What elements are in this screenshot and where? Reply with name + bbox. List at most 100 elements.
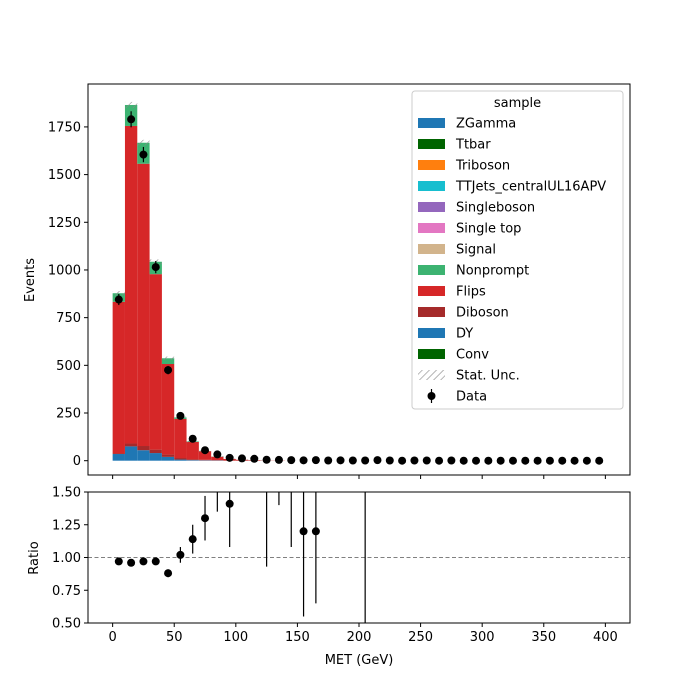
bar-flips [186, 442, 199, 460]
data-point [151, 263, 160, 272]
data-point [582, 456, 591, 465]
legend-single-top-swatch [418, 223, 445, 233]
bar-dy [174, 459, 187, 461]
bar-flips [149, 274, 162, 450]
bar-flips [198, 451, 212, 460]
data-point [176, 411, 185, 420]
data-point [447, 456, 456, 465]
x-tick-label: 400 [593, 630, 618, 645]
bar-dy [112, 454, 125, 461]
legend-nonprompt-label: Nonprompt [456, 264, 529, 279]
x-tick-label: 0 [108, 630, 116, 645]
bar-diboson [112, 453, 125, 455]
ratio-panel: 0.50 0.75 1.00 1.25 1.50 0 50 100 150 200 250 300 3… [27, 486, 631, 668]
data-point [188, 434, 197, 443]
bar-dy [149, 453, 162, 461]
ratio-x-ticks: 0 50 100 150 200 250 300 350 400 [108, 623, 618, 645]
legend-conv-swatch [418, 349, 445, 359]
legend: sample ZGamma Ttbar Triboson TTJets_centralU… [411, 90, 624, 410]
data-point [311, 456, 320, 465]
ratio-y-ticks: 0.50 0.75 1.00 1.25 1.50 [52, 486, 88, 632]
bar-diboson [149, 449, 162, 454]
legend-dy-label: DY [456, 327, 473, 342]
legend-ttjets-centralul16apv-swatch [418, 181, 445, 191]
ratio-point [299, 527, 308, 536]
bar-dy [186, 460, 199, 461]
main-y-axis-label: Events [23, 258, 38, 302]
legend-flips-label: Flips [456, 285, 486, 300]
data-point [533, 456, 542, 465]
data-point [336, 456, 345, 465]
legend-dy-swatch [418, 328, 445, 338]
ratio-point [201, 514, 210, 523]
data-point [521, 456, 530, 465]
bar-diboson [186, 459, 199, 461]
ratio-y-tick-label: 0.75 [52, 584, 81, 599]
y-tick-label: 0 [73, 454, 81, 469]
legend-conv-label: Conv [456, 348, 489, 363]
ratio-points [114, 492, 366, 623]
bar-flips [137, 163, 150, 447]
data-point [250, 454, 259, 463]
data-point [484, 456, 493, 465]
data-points [114, 111, 604, 465]
ratio-point [311, 527, 320, 536]
legend-data-label: Data [456, 390, 487, 405]
data-point [410, 456, 419, 465]
bar-nonprompt [161, 358, 175, 364]
stat-unc-band [161, 356, 175, 361]
data-point [114, 295, 123, 304]
legend-singleboson-label: Singleboson [456, 201, 535, 216]
legend-stat-unc--swatch [418, 370, 445, 380]
data-point [262, 455, 271, 464]
ratio-point [151, 557, 160, 566]
data-point [422, 456, 431, 465]
data-point [287, 456, 296, 465]
legend-single-top-label: Single top [456, 222, 521, 237]
data-point [361, 456, 370, 465]
ratio-point [164, 569, 173, 578]
legend-diboson-label: Diboson [456, 306, 509, 321]
data-point [558, 456, 567, 465]
main-panel: 0 250 500 750 1000 1250 1500 1750 Events sample… [23, 83, 631, 479]
legend-signal-label: Signal [456, 243, 496, 258]
stat-unc-band [112, 291, 125, 296]
data-point [201, 446, 210, 455]
x-tick-label: 200 [347, 630, 372, 645]
y-tick-label: 500 [56, 359, 81, 374]
data-point [435, 456, 444, 465]
legend-stat-unc--label: Stat. Unc. [456, 369, 520, 384]
bar-flips [161, 363, 175, 455]
data-point [324, 456, 333, 465]
data-point [508, 456, 517, 465]
ratio-y-tick-label: 1.50 [52, 486, 81, 501]
legend-triboson-label: Triboson [455, 159, 510, 174]
data-point [398, 456, 407, 465]
ratio-point [114, 557, 123, 566]
main-x-ticks [112, 475, 606, 479]
bar-dy [161, 456, 175, 461]
data-point [545, 456, 554, 465]
ratio-point [188, 535, 197, 544]
legend-zgamma-swatch [418, 118, 445, 128]
bar-flips [211, 456, 224, 461]
legend-singleboson-swatch [418, 202, 445, 212]
bar-flips [112, 301, 125, 454]
legend-data-marker [427, 392, 436, 400]
data-point [274, 455, 283, 464]
legend-ttjets-centralul16apv-label: TTJets_centralUL16APV [455, 180, 606, 195]
stat-unc-band [124, 101, 138, 109]
ratio-y-tick-label: 0.50 [52, 617, 81, 632]
bar-diboson [174, 458, 187, 460]
data-point [348, 456, 357, 465]
data-point [385, 456, 394, 465]
legend-ttbar-label: Ttbar [455, 138, 491, 153]
data-point [213, 450, 222, 459]
stacked-histogram [112, 101, 286, 461]
data-point [570, 456, 579, 465]
data-point [225, 453, 234, 462]
ratio-point [127, 558, 136, 567]
y-tick-label: 1250 [48, 216, 81, 231]
x-tick-label: 50 [166, 630, 183, 645]
legend-nonprompt-swatch [418, 265, 445, 275]
